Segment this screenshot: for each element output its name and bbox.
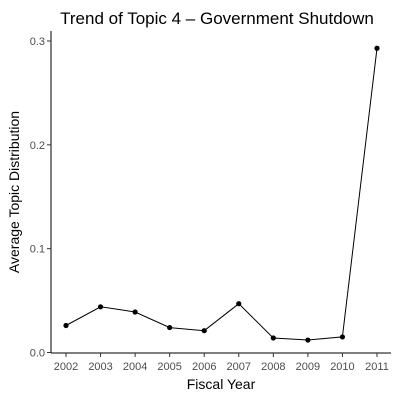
x-tick-label: 2006 — [192, 361, 216, 373]
x-tick-label: 2005 — [157, 361, 181, 373]
x-tick-label: 2003 — [88, 361, 112, 373]
data-point — [97, 304, 104, 310]
y-axis-label: Average Topic Distribution — [6, 111, 22, 273]
data-point — [270, 335, 276, 341]
data-point — [236, 301, 242, 307]
data-point — [132, 309, 138, 315]
data-point — [201, 328, 207, 334]
data-point — [63, 322, 69, 329]
x-tick-label: 2002 — [54, 361, 78, 373]
x-ticks: 2002 2003 2004 2005 2006 2007 2008 2009 2010 2011 — [54, 353, 389, 373]
series-line — [65, 48, 378, 341]
y-tick-label: 0.2 — [30, 140, 45, 152]
plot-area: 0.00.10.20.3 2002 2003 2004 2005 2006 2007 200… — [30, 31, 391, 373]
data-point — [339, 334, 346, 340]
chart-title: Trend of Topic 4 – Government Shutdown — [60, 9, 374, 28]
y-ticks: 0.0 0.1 0.2 0.3 — [30, 36, 51, 360]
x-tick-label: 2010 — [330, 361, 354, 373]
y-tick-label: 0.1 — [30, 244, 45, 256]
x-tick-label: 2004 — [123, 361, 147, 373]
data-point — [305, 337, 311, 343]
x-axis-label: Fiscal Year — [187, 376, 256, 392]
data-point — [167, 324, 173, 331]
data-points — [63, 45, 380, 343]
y-tick-label: 0.0 — [30, 348, 45, 360]
x-tick-label: 2009 — [296, 361, 320, 373]
y-tick-label: 0.3 — [30, 36, 45, 48]
x-tick-label: 2007 — [227, 361, 251, 373]
data-point — [374, 45, 380, 51]
x-tick-label: 2011 — [365, 361, 389, 373]
x-tick-label: 2008 — [261, 361, 285, 373]
